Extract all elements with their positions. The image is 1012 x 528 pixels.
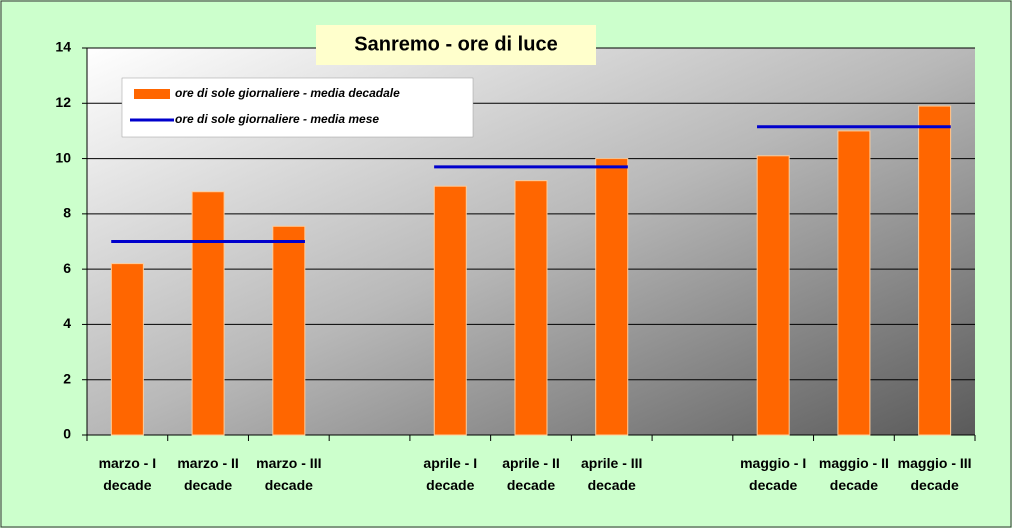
x-tick-label: marzo - II decade (177, 455, 239, 493)
x-tick-label: aprile - III decade (580, 455, 643, 493)
bar (595, 158, 629, 436)
x-tick-label: maggio - II decade (818, 455, 889, 493)
x-tick-label: maggio - III decade (897, 455, 972, 493)
y-tick-label: 14 (55, 39, 71, 55)
x-tick-label: aprile - II decade (502, 455, 560, 493)
legend-box (121, 77, 474, 138)
x-tick-label: aprile - I decade (423, 455, 478, 493)
bar (837, 130, 871, 436)
y-tick-label: 10 (55, 149, 71, 165)
bar (514, 180, 548, 436)
chart-title: Sanremo - ore di luce (354, 33, 557, 55)
y-tick-label: 6 (63, 260, 71, 276)
bar (272, 225, 306, 436)
x-tick-label: maggio - I decade (740, 455, 807, 493)
bar (918, 105, 952, 436)
bar (433, 185, 467, 436)
y-tick-label: 4 (63, 315, 71, 331)
legend-label: ore di sole giornaliere - media decadale (175, 86, 400, 100)
bar (110, 263, 144, 436)
y-tick-label: 8 (63, 205, 71, 221)
x-tick-label: marzo - I decade (98, 455, 157, 493)
bar (756, 155, 790, 436)
legend-label: ore di sole giornaliere - media mese (175, 112, 379, 126)
title-box (316, 25, 596, 65)
bar (191, 191, 225, 436)
y-tick-label: 0 (63, 426, 71, 442)
y-tick-label: 12 (55, 94, 71, 110)
x-tick-label: marzo - III decade (256, 455, 322, 493)
legend-swatch (134, 89, 170, 99)
y-tick-label: 2 (63, 370, 71, 386)
